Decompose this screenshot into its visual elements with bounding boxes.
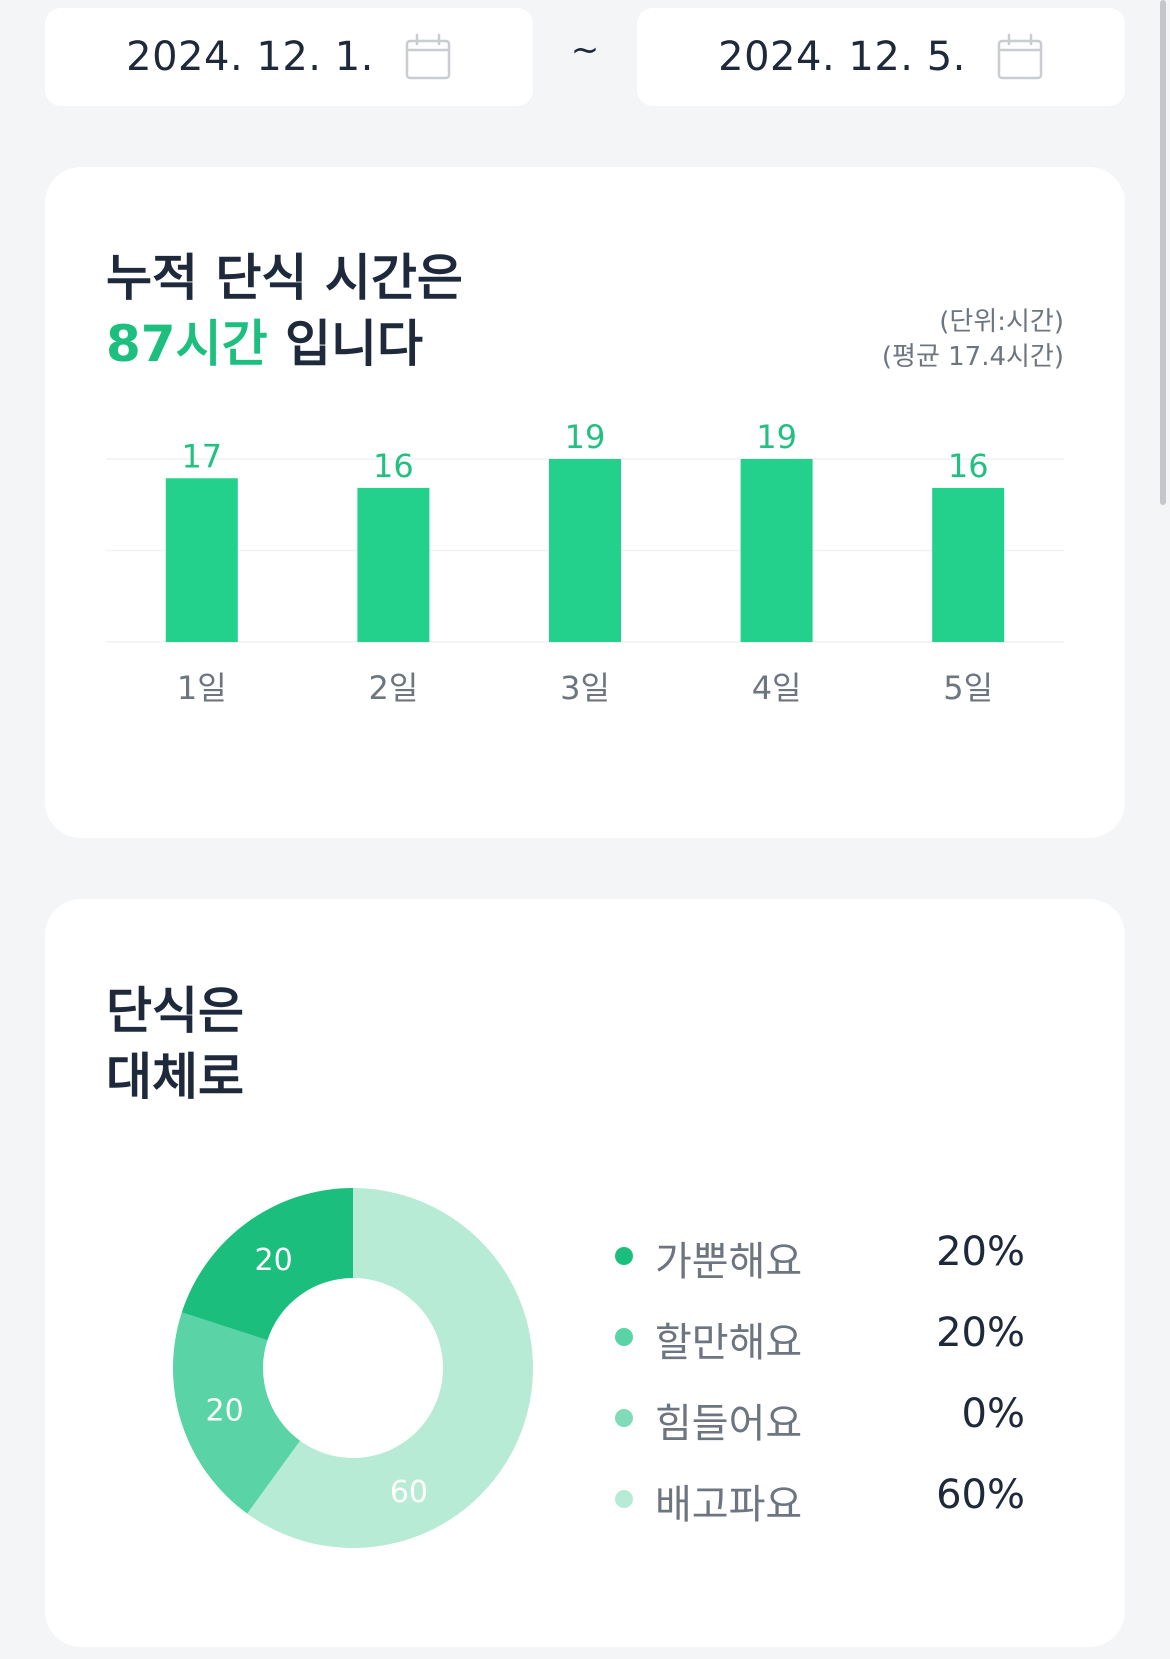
scrollbar[interactable] — [1160, 0, 1166, 505]
legend-percent: 60% — [936, 1472, 1025, 1518]
x-tick-label: 4일 — [752, 669, 802, 707]
end-date-text: 2024. 12. 5. — [718, 34, 966, 80]
bar-3 — [549, 459, 621, 642]
legend-dot — [615, 1490, 633, 1508]
bar-1 — [165, 478, 238, 642]
bar-value-label: 17 — [181, 437, 222, 475]
feeling-title-line2: 대체로 — [106, 1048, 244, 1106]
legend-item: 가뿐해요 20% — [615, 1219, 1025, 1300]
average-label: (평균 17.4시간) — [881, 342, 1064, 372]
legend-dot — [615, 1247, 633, 1265]
donut-slice-배고파요 — [247, 1188, 534, 1548]
legend-label: 가뿐해요 — [655, 1239, 803, 1285]
legend-item: 할만해요 20% — [615, 1300, 1025, 1381]
end-date-picker[interactable]: 2024. 12. 5. — [637, 8, 1125, 106]
title-line2: 87시간 입니다 — [106, 311, 463, 377]
legend-label: 힘들어요 — [655, 1401, 803, 1447]
fasting-hours-card: 누적 단식 시간은 87시간 입니다 (단위:시간) (평균 17.4시간) 1… — [45, 167, 1125, 838]
donut-slice-label: 60 — [390, 1475, 428, 1510]
legend-percent: 20% — [936, 1310, 1025, 1356]
bar-2 — [357, 487, 430, 642]
calendar-icon — [997, 33, 1043, 80]
x-tick-label: 3일 — [560, 669, 610, 707]
feeling-donut-chart: 60 20 20 — [173, 1188, 534, 1548]
legend-item: 배고파요 60% — [615, 1462, 1025, 1543]
bar-5 — [932, 487, 1005, 642]
date-range-separator: ~ — [570, 30, 600, 70]
legend-percent: 20% — [936, 1229, 1025, 1275]
feeling-title-line1: 단식은 — [106, 982, 244, 1040]
fasting-feeling-card: 단식은 대체로 60 20 20 가뿐해요 20% 할만해요 20% 힘들어요 0% 배고파요 6… — [45, 899, 1125, 1647]
total-hours-highlight: 87시간 — [106, 315, 268, 373]
donut-slice-label: 20 — [255, 1243, 293, 1278]
unit-label: (단위:시간) — [939, 307, 1064, 337]
x-tick-label: 2일 — [368, 669, 418, 707]
bar-value-label: 16 — [948, 447, 989, 485]
start-date-text: 2024. 12. 1. — [126, 34, 374, 80]
legend-label: 배고파요 — [655, 1482, 803, 1528]
title-suffix: 입니다 — [267, 315, 424, 373]
bar-4 — [740, 459, 813, 642]
legend-dot — [615, 1328, 633, 1346]
bar-value-label: 19 — [565, 418, 606, 456]
x-tick-label: 1일 — [177, 669, 227, 707]
donut-slice-할만해요 — [173, 1312, 301, 1514]
daily-hours-bar-chart: 17 1일 16 2일 19 3일 19 4일 16 5일 — [106, 418, 1064, 707]
legend-label: 할만해요 — [655, 1320, 803, 1366]
fasting-feeling-title: 단식은 대체로 — [106, 978, 244, 1110]
bar-value-label: 16 — [373, 447, 414, 485]
chart-unit-note: (단위:시간) (평균 17.4시간) — [882, 305, 1064, 375]
start-date-picker[interactable]: 2024. 12. 1. — [45, 8, 533, 106]
donut-slice-가뿐해요 — [181, 1188, 353, 1341]
x-tick-label: 5일 — [943, 669, 993, 707]
bar-value-label: 19 — [756, 418, 797, 456]
feeling-legend: 가뿐해요 20% 할만해요 20% 힘들어요 0% 배고파요 60% — [615, 1219, 1025, 1543]
title-line1: 누적 단식 시간은 — [106, 249, 463, 307]
legend-item: 힘들어요 0% — [615, 1381, 1025, 1462]
calendar-icon — [405, 33, 451, 80]
legend-percent: 0% — [961, 1391, 1025, 1437]
legend-dot — [615, 1409, 633, 1427]
fasting-hours-title: 누적 단식 시간은 87시간 입니다 — [106, 245, 463, 377]
donut-slice-label: 20 — [206, 1394, 244, 1429]
